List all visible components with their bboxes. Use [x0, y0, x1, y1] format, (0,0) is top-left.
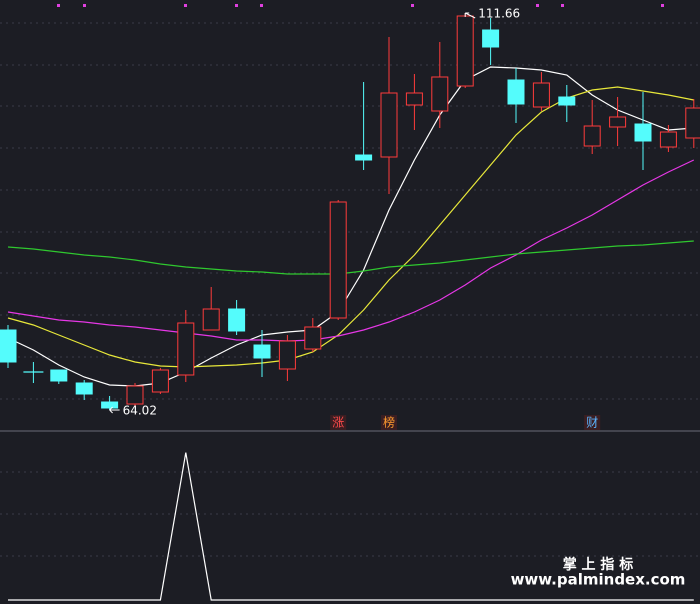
candle-body	[355, 154, 373, 161]
watermark-title: 掌 上 指 标	[563, 556, 634, 573]
candle-body	[101, 401, 119, 409]
candle	[101, 396, 119, 410]
candle-body	[329, 201, 347, 319]
candle	[151, 368, 169, 394]
candle	[202, 287, 220, 331]
candle-body	[278, 340, 296, 370]
candle-body	[405, 92, 423, 106]
grid	[0, 22, 700, 557]
candle	[583, 100, 601, 154]
candle-body	[532, 82, 550, 108]
watermark-url: www.palmindex.com	[511, 571, 686, 589]
candle-body	[456, 15, 474, 87]
candle	[228, 300, 246, 335]
candle	[253, 330, 271, 377]
candle	[558, 85, 576, 122]
candle	[380, 37, 398, 194]
candle-body	[685, 107, 700, 139]
ma-line	[7, 159, 695, 342]
ma-line	[7, 240, 694, 275]
ma-line	[7, 86, 694, 368]
candle	[482, 18, 500, 65]
indicator-line	[8, 452, 694, 601]
candle	[685, 99, 700, 148]
candle	[431, 42, 449, 128]
ma-line	[7, 66, 694, 387]
candle-body	[609, 116, 627, 128]
signal-label: 榜	[383, 415, 395, 430]
candle	[329, 200, 347, 320]
top-dots	[57, 4, 664, 7]
signal-box	[330, 415, 347, 430]
candle	[23, 362, 44, 383]
candle	[304, 318, 322, 352]
low-label: 64.02	[123, 404, 157, 418]
candle	[75, 380, 93, 400]
candle	[50, 369, 68, 384]
candle	[659, 125, 677, 152]
candle-body	[177, 322, 195, 376]
candle	[0, 325, 17, 368]
signal-label: 财	[586, 416, 598, 430]
candle	[126, 383, 144, 406]
candle-body	[0, 329, 17, 363]
signal-box	[584, 415, 601, 430]
candle-body	[75, 382, 93, 395]
candle-body	[151, 369, 169, 393]
candle-body	[50, 369, 68, 382]
signal-label: 涨	[332, 415, 344, 430]
candle-body	[507, 79, 525, 105]
candle-body	[482, 29, 500, 48]
high-label: 111.66	[478, 7, 520, 21]
candle	[532, 72, 550, 111]
candle-body	[558, 96, 576, 106]
candle	[507, 68, 525, 123]
candle	[405, 74, 423, 130]
candle-body	[380, 92, 398, 158]
candle-body	[659, 131, 677, 148]
high-arrow	[464, 12, 476, 19]
candle	[355, 82, 373, 170]
candle-body	[304, 326, 322, 350]
candle	[634, 92, 652, 170]
candle	[177, 310, 195, 382]
candle-body	[253, 344, 271, 359]
candle-body	[583, 125, 601, 147]
candle	[456, 13, 474, 88]
candle-body	[202, 308, 220, 331]
signal-box	[381, 415, 397, 430]
low-arrow	[109, 406, 120, 414]
candle-body	[228, 308, 246, 332]
candle	[278, 335, 296, 381]
candle-body	[634, 123, 652, 142]
candle-body	[126, 385, 144, 405]
candle-body	[431, 76, 449, 112]
candle	[609, 97, 627, 146]
